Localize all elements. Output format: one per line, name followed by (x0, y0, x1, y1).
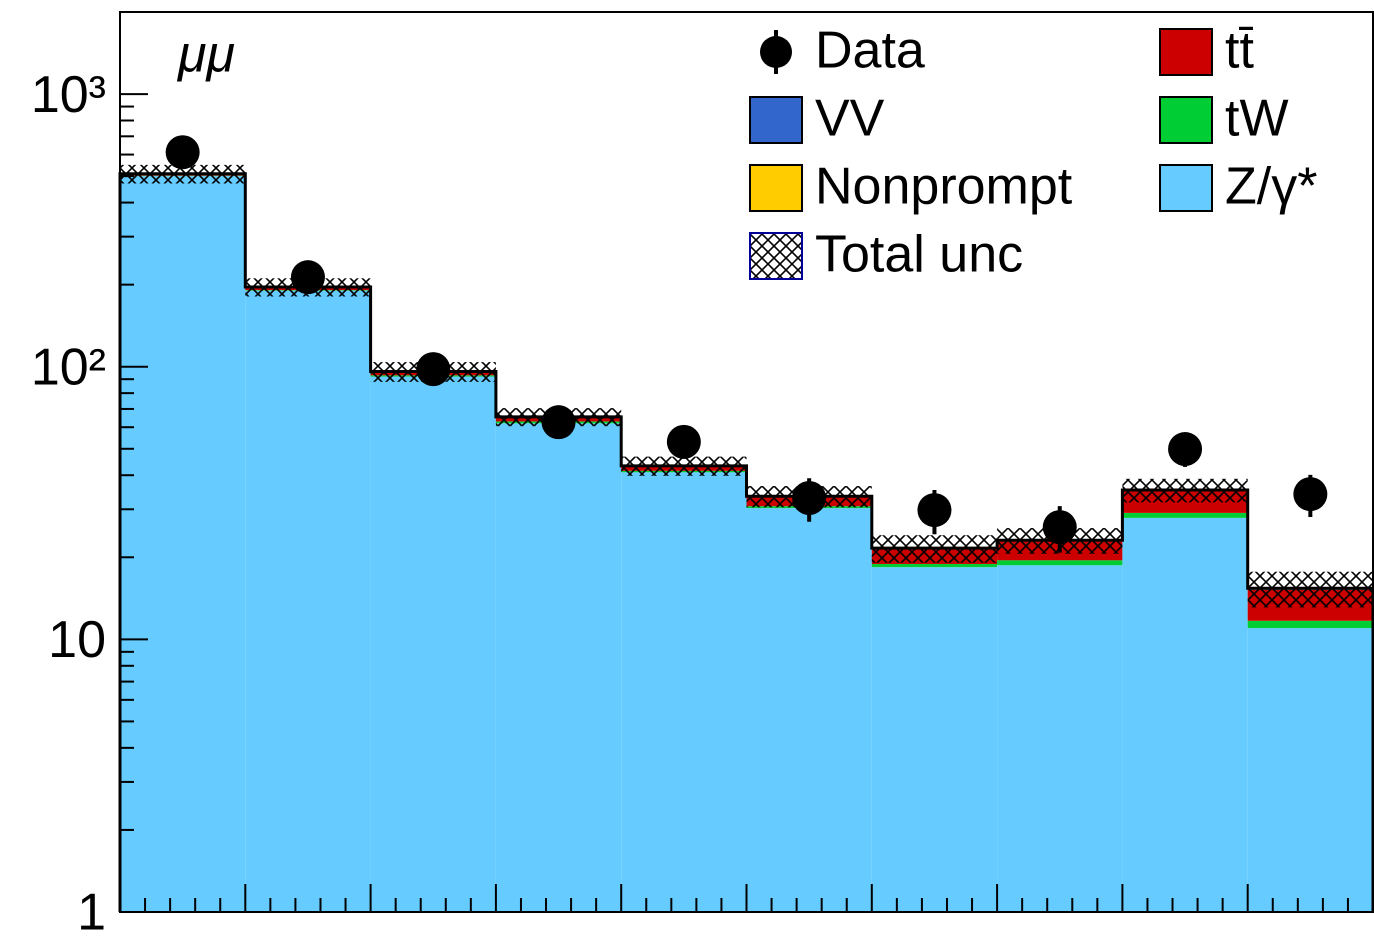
bar-segment (1247, 620, 1373, 629)
legend-label: Total unc (815, 226, 1023, 284)
legend-label: Nonprompt (815, 158, 1073, 216)
legend-swatch (749, 164, 803, 212)
legend-label: Data (815, 22, 925, 80)
data-point (1042, 510, 1077, 545)
y-tick-label: 10 (48, 611, 106, 669)
legend-swatch (1159, 96, 1213, 144)
data-point (416, 352, 451, 387)
bar-segment (245, 290, 371, 912)
bar-segment (997, 560, 1123, 566)
bar-segment (621, 472, 747, 912)
legend-swatch (749, 232, 803, 280)
data-point (1293, 477, 1328, 512)
bar-segment (120, 176, 246, 912)
bar-segment (1122, 512, 1248, 518)
channel-label: μμ (176, 26, 235, 84)
data-point (792, 480, 827, 515)
legend-label: VV (815, 90, 885, 148)
data-point (165, 135, 200, 170)
legend-swatch (749, 96, 803, 144)
data-point (917, 493, 952, 528)
data-point (541, 405, 576, 440)
data-point (1168, 432, 1203, 467)
data-point (666, 424, 701, 459)
bar-segment (997, 565, 1123, 912)
legend-label: tt̄ (1225, 22, 1254, 80)
y-tick-label: 10² (31, 338, 106, 396)
bar-segment (746, 508, 872, 912)
bar-segment (871, 567, 998, 912)
bar-segment (370, 376, 496, 912)
y-tick-label: 10³ (31, 66, 106, 124)
bar-segment (1247, 628, 1373, 912)
data-point (290, 260, 325, 295)
bar-segment (495, 423, 622, 912)
legend-swatch (1159, 28, 1213, 76)
legend-swatch (1159, 164, 1213, 212)
legend-marker (760, 36, 792, 68)
bar-segment (1122, 517, 1248, 912)
bar-segment (871, 563, 998, 568)
legend-label: Z/γ* (1225, 158, 1317, 216)
y-tick-label: 1 (77, 884, 106, 939)
legend-label: tW (1225, 90, 1289, 148)
